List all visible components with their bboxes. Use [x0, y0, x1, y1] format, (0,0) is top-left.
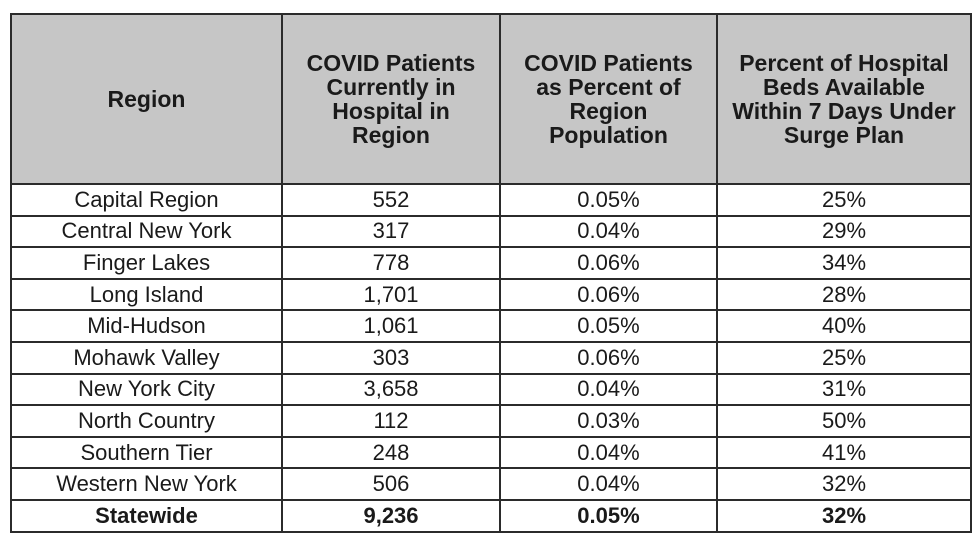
cell-beds-available: 28%: [716, 277, 972, 312]
cell-beds-available: 50%: [716, 404, 972, 438]
cell-region: Mid-Hudson: [10, 309, 283, 343]
cell-region: Long Island: [10, 277, 283, 312]
cell-patients: 248: [281, 435, 501, 470]
cell-percent-population: 0.04%: [499, 372, 718, 407]
header-row: Region COVID Patients Currently in Hospi…: [10, 13, 972, 185]
total-patients: 9,236: [281, 498, 501, 533]
header-percent-population: COVID Patients as Percent of Region Popu…: [499, 13, 718, 185]
cell-percent-population: 0.05%: [499, 183, 718, 217]
table-row: Mohawk Valley 303 0.06% 25%: [10, 340, 972, 375]
header-patients: COVID Patients Currently in Hospital in …: [281, 13, 501, 185]
table-row: New York City 3,658 0.04% 31%: [10, 372, 972, 407]
total-percent-population: 0.05%: [499, 498, 718, 533]
table-row: Western New York 506 0.04% 32%: [10, 467, 972, 501]
cell-patients: 1,701: [281, 277, 501, 312]
cell-percent-population: 0.04%: [499, 467, 718, 501]
table-header: Region COVID Patients Currently in Hospi…: [10, 13, 972, 185]
cell-patients: 112: [281, 404, 501, 438]
cell-region: Mohawk Valley: [10, 340, 283, 375]
cell-region: Capital Region: [10, 183, 283, 217]
table-row: Capital Region 552 0.05% 25%: [10, 183, 972, 217]
cell-percent-population: 0.06%: [499, 340, 718, 375]
cell-patients: 552: [281, 183, 501, 217]
table-row: Central New York 317 0.04% 29%: [10, 214, 972, 249]
cell-region: North Country: [10, 404, 283, 438]
cell-beds-available: 40%: [716, 309, 972, 343]
cell-percent-population: 0.06%: [499, 246, 718, 280]
total-region: Statewide: [10, 498, 283, 533]
cell-patients: 778: [281, 246, 501, 280]
header-region: Region: [10, 13, 283, 185]
cell-percent-population: 0.03%: [499, 404, 718, 438]
header-beds-available: Percent of Hospital Beds Available Withi…: [716, 13, 972, 185]
table-row: Southern Tier 248 0.04% 41%: [10, 435, 972, 470]
table-body: Capital Region 552 0.05% 25% Central New…: [10, 183, 972, 533]
cell-beds-available: 41%: [716, 435, 972, 470]
cell-patients: 506: [281, 467, 501, 501]
covid-hospitalization-table: Region COVID Patients Currently in Hospi…: [10, 13, 972, 533]
total-row: Statewide 9,236 0.05% 32%: [10, 498, 972, 533]
table-row: Mid-Hudson 1,061 0.05% 40%: [10, 309, 972, 343]
cell-region: New York City: [10, 372, 283, 407]
cell-patients: 1,061: [281, 309, 501, 343]
cell-beds-available: 32%: [716, 467, 972, 501]
cell-region: Finger Lakes: [10, 246, 283, 280]
cell-patients: 3,658: [281, 372, 501, 407]
cell-patients: 303: [281, 340, 501, 375]
cell-percent-population: 0.04%: [499, 214, 718, 249]
cell-region: Western New York: [10, 467, 283, 501]
cell-region: Central New York: [10, 214, 283, 249]
cell-percent-population: 0.04%: [499, 435, 718, 470]
cell-region: Southern Tier: [10, 435, 283, 470]
cell-percent-population: 0.05%: [499, 309, 718, 343]
table-row: Long Island 1,701 0.06% 28%: [10, 277, 972, 312]
cell-patients: 317: [281, 214, 501, 249]
cell-percent-population: 0.06%: [499, 277, 718, 312]
cell-beds-available: 25%: [716, 340, 972, 375]
cell-beds-available: 31%: [716, 372, 972, 407]
cell-beds-available: 34%: [716, 246, 972, 280]
total-beds-available: 32%: [716, 498, 972, 533]
cell-beds-available: 25%: [716, 183, 972, 217]
cell-beds-available: 29%: [716, 214, 972, 249]
table-row: North Country 112 0.03% 50%: [10, 404, 972, 438]
table-row: Finger Lakes 778 0.06% 34%: [10, 246, 972, 280]
